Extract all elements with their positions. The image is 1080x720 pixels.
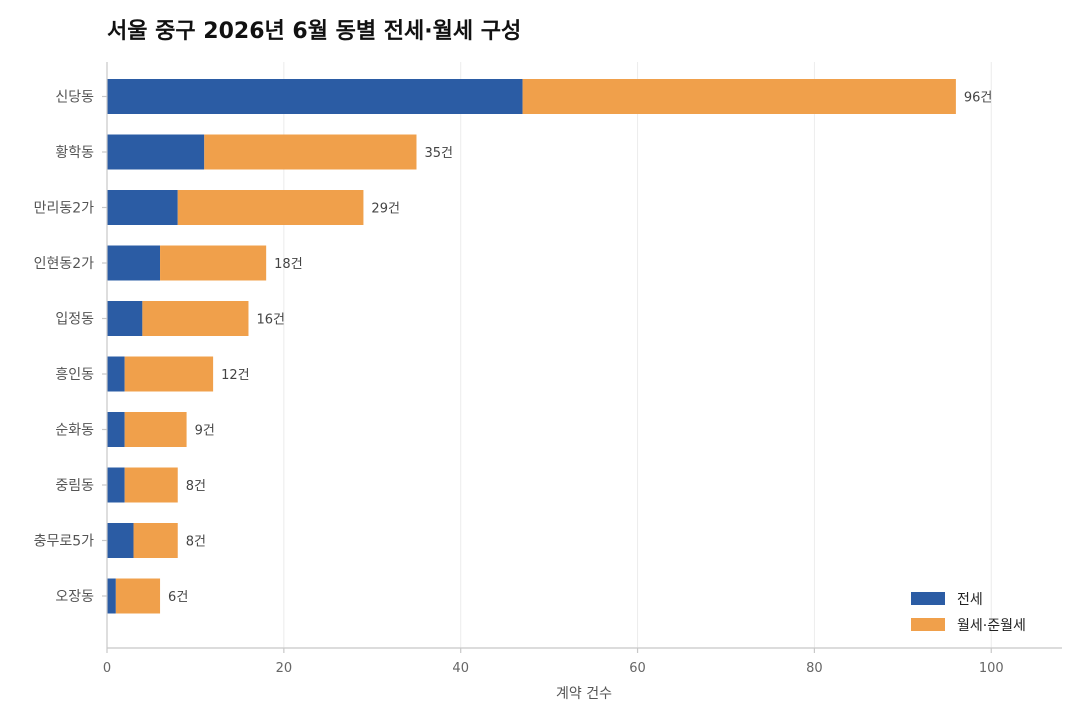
bar-segment — [142, 301, 249, 336]
total-label: 8건 — [186, 479, 206, 494]
total-suffix: 건 — [194, 535, 206, 550]
category-label: 흥인동 — [55, 367, 94, 383]
bar-segment — [107, 356, 125, 392]
bar-segment — [107, 412, 125, 447]
bar-segment — [107, 190, 178, 225]
x-tick-label: 40 — [452, 661, 469, 676]
total-suffix: 건 — [291, 257, 303, 272]
total-value: 96 — [964, 91, 981, 106]
total-value: 18 — [274, 257, 291, 272]
total-value: 9 — [195, 424, 203, 439]
total-suffix: 건 — [194, 479, 206, 494]
bar-segment — [107, 523, 134, 558]
total-suffix: 건 — [980, 91, 992, 106]
category-label: 중림동 — [55, 478, 94, 494]
category-label: 입정동 — [55, 312, 94, 328]
category-label: 만리동2가 — [34, 201, 95, 217]
total-suffix: 건 — [203, 424, 215, 439]
bar-segment — [160, 245, 267, 281]
bar-segment — [124, 412, 187, 447]
bar-segment — [177, 190, 364, 225]
category-label: 인현동2가 — [34, 256, 95, 272]
bar-segment — [124, 467, 178, 503]
category-label: 황학동 — [55, 145, 94, 161]
bar-segment — [107, 134, 205, 170]
legend-label: 월세·준월세 — [957, 618, 1026, 634]
bar-segment — [107, 245, 161, 281]
x-tick-label: 100 — [979, 661, 1004, 676]
bar-segment — [133, 523, 178, 558]
total-label: 8건 — [186, 535, 206, 550]
total-label: 12건 — [221, 368, 250, 383]
total-label: 96건 — [964, 91, 993, 106]
total-label: 35건 — [424, 146, 453, 161]
bar-segment — [107, 79, 523, 114]
total-value: 8 — [186, 479, 194, 494]
x-tick-label: 80 — [806, 661, 823, 676]
category-label: 순화동 — [55, 423, 94, 439]
total-value: 6 — [168, 590, 176, 605]
bars — [107, 79, 956, 614]
total-label: 18건 — [274, 257, 303, 272]
total-suffix: 건 — [441, 146, 453, 161]
legend-swatch — [911, 618, 945, 631]
bar-segment — [204, 134, 417, 170]
total-value: 8 — [186, 535, 194, 550]
x-tick-label: 20 — [276, 661, 293, 676]
x-tick-label: 0 — [103, 661, 111, 676]
total-suffix: 건 — [388, 202, 400, 217]
bar-segment — [107, 301, 143, 336]
total-value: 12 — [221, 368, 238, 383]
axes — [102, 62, 1062, 653]
bar-segment — [124, 356, 214, 392]
x-tick-label: 60 — [629, 661, 646, 676]
total-suffix: 건 — [176, 590, 188, 605]
total-value: 16 — [256, 313, 273, 328]
total-value: 35 — [424, 146, 441, 161]
category-label: 오장동 — [55, 589, 94, 605]
chart-title: 서울 중구 2026년 6월 동별 전세·월세 구성 — [107, 19, 521, 44]
legend-label: 전세 — [957, 592, 983, 608]
bar-segment — [115, 578, 161, 614]
total-value: 29 — [371, 202, 388, 217]
bar-segment — [522, 79, 956, 114]
category-label: 충무로5가 — [34, 534, 95, 550]
total-label: 9건 — [195, 424, 215, 439]
bar-segment — [107, 578, 116, 614]
bar-segment — [107, 467, 125, 503]
total-suffix: 건 — [238, 368, 250, 383]
x-axis-label: 계약 건수 — [556, 686, 612, 702]
total-label: 29건 — [371, 202, 400, 217]
total-suffix: 건 — [273, 313, 285, 328]
total-label: 16건 — [256, 313, 285, 328]
category-label: 신당동 — [55, 90, 94, 106]
legend-swatch — [911, 592, 945, 605]
total-label: 6건 — [168, 590, 188, 605]
